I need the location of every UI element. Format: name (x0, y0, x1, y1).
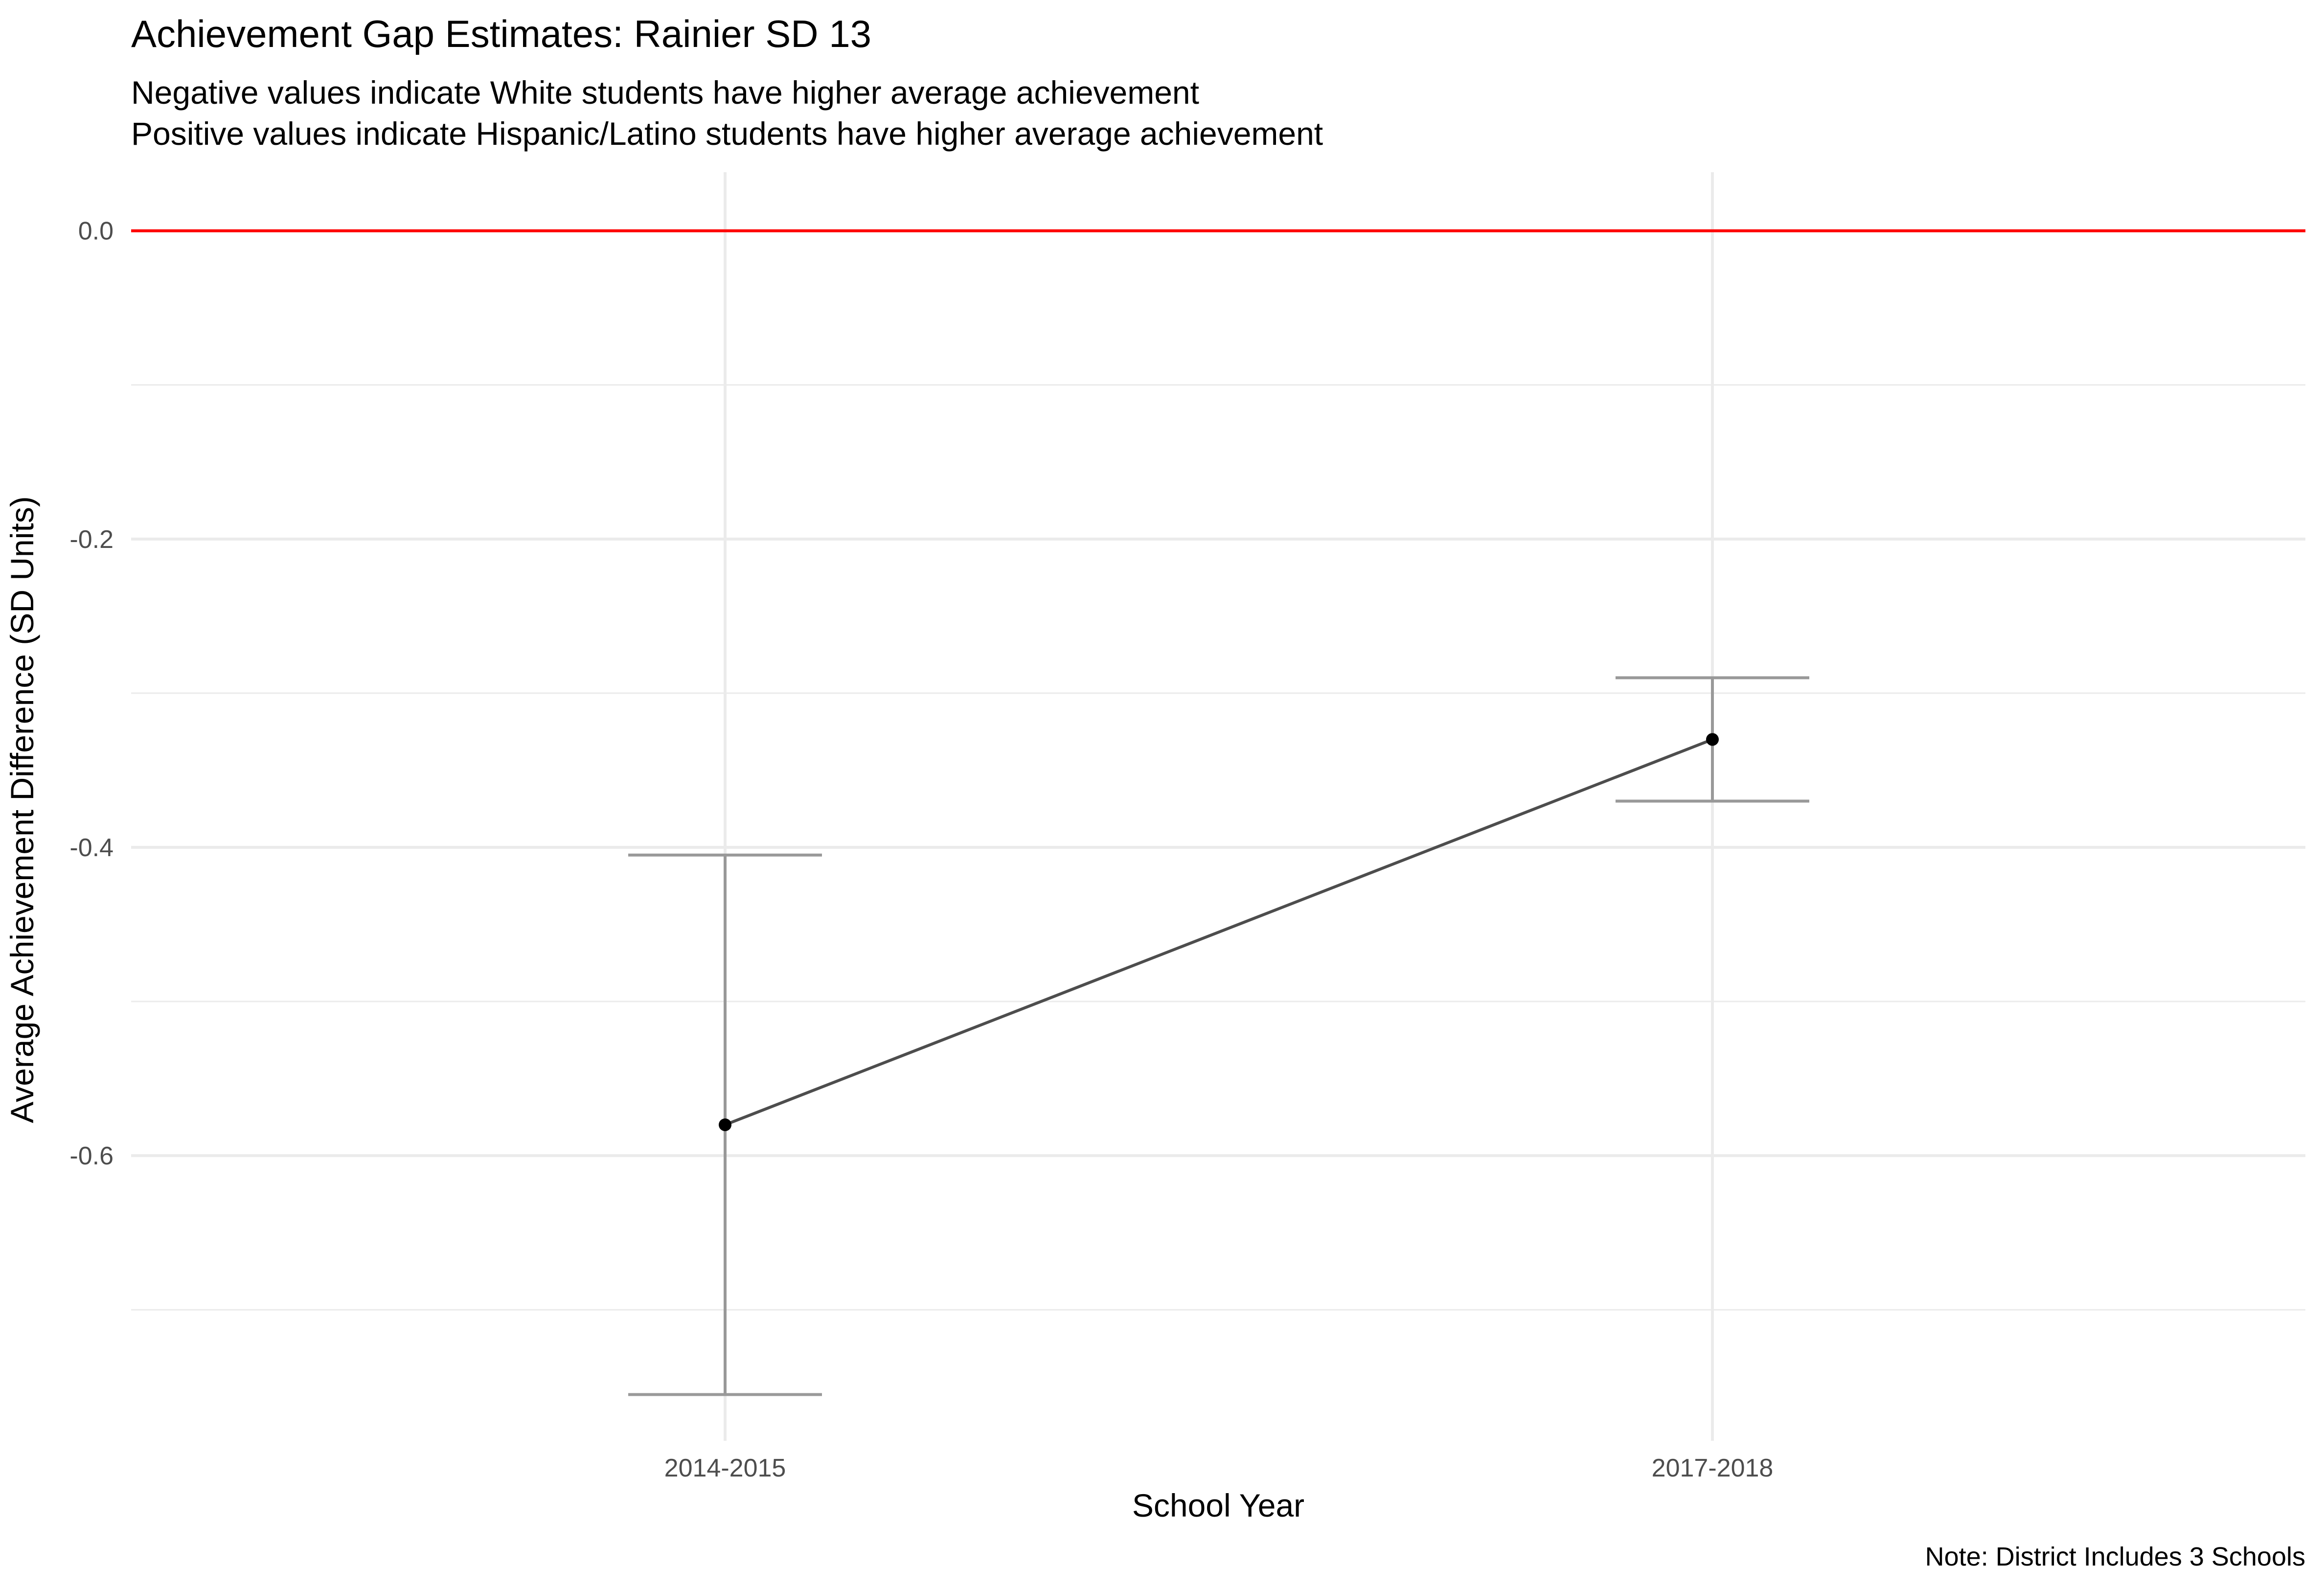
y-tick-label: -0.6 (69, 1142, 114, 1170)
points-layer (719, 733, 1719, 1132)
x-tick-labels: 2014-2015 2017-2018 (664, 1454, 1774, 1482)
series-line-layer (724, 738, 1713, 1126)
x-axis-title: School Year (1132, 1487, 1304, 1523)
grid-major (131, 172, 2305, 1441)
x-tick-label: 2017-2018 (1652, 1454, 1774, 1482)
chart-caption: Note: District Includes 3 Schools (1925, 1542, 2305, 1571)
y-axis-title: Average Achievement Difference (SD Units… (4, 496, 40, 1123)
chart-title: Achievement Gap Estimates: Rainier SD 13 (131, 12, 871, 55)
chart-subtitle-line-2: Positive values indicate Hispanic/Latino… (131, 115, 1323, 152)
y-tick-label: -0.4 (69, 834, 114, 862)
x-tick-label: 2014-2015 (664, 1454, 786, 1482)
y-tick-label: -0.2 (69, 525, 114, 554)
y-tick-label: 0.0 (78, 217, 114, 246)
data-point (1706, 733, 1719, 746)
data-point (719, 1118, 731, 1132)
grid-minor (131, 384, 2305, 1311)
error-bars (628, 676, 1809, 1396)
series-line (724, 738, 1713, 1126)
y-tick-labels: 0.0 -0.2 -0.4 -0.6 (69, 217, 114, 1170)
chart-subtitle-line-1: Negative values indicate White students … (131, 74, 1199, 111)
